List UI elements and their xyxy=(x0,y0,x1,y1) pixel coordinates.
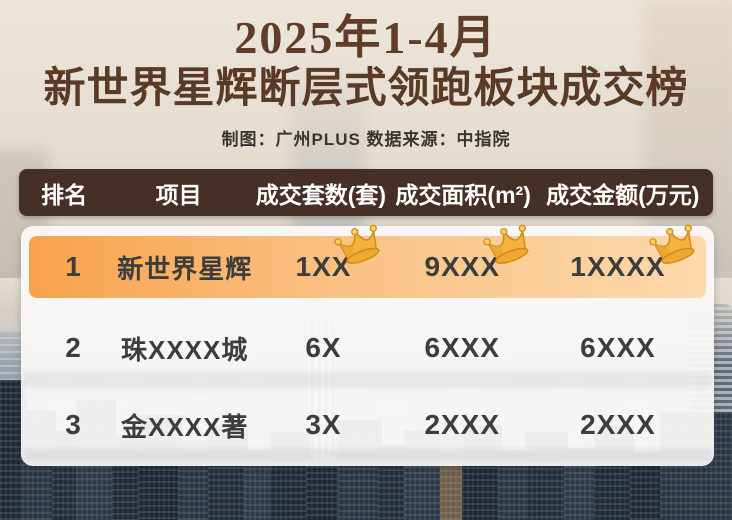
title-block: 2025年1-4月 新世界星辉断层式领跑板块成交榜 制图：广州PLUS 数据来源… xyxy=(0,12,732,150)
table-row-rank1: 1 新世界星辉 1XX 9XXX xyxy=(29,224,706,298)
table-row-rank2: 2 珠XXXX城 6X 6XXX 6XXX xyxy=(29,317,706,379)
area-cell: 2XXX xyxy=(424,409,501,440)
page-title-line2: 新世界星辉断层式领跑板块成交榜 xyxy=(43,66,689,112)
project-cell: 金XXXX著 xyxy=(121,411,249,442)
header-amount: 成交金额(万元) xyxy=(546,181,700,208)
amount-cell: 2XXX xyxy=(580,409,656,440)
table-panel: 1 新世界星辉 1XX 9XXX xyxy=(21,224,714,466)
credit-line: 制图：广州PLUS 数据来源：中指院 xyxy=(221,130,511,149)
rank-cell: 1 xyxy=(65,251,81,282)
amount-cell: 6XXX xyxy=(580,332,656,363)
panel-translucent-band xyxy=(23,372,712,388)
rank-cell: 3 xyxy=(65,409,81,440)
header-project: 项目 xyxy=(155,181,202,208)
header-units: 成交套数(套) xyxy=(255,181,387,208)
area-cell: 9XXX xyxy=(395,224,530,283)
units-value: 1XX xyxy=(295,251,352,282)
units-cell: 3X xyxy=(305,409,342,440)
table-header-bar: 排名 项目 成交套数(套) 成交面积(m²) 成交金额(万元) xyxy=(19,169,713,216)
amount-cell: 1XXXX xyxy=(530,224,706,283)
page-title-line1: 2025年1-4月 xyxy=(234,12,498,63)
area-value: 9XXX xyxy=(424,251,501,282)
area-cell: 6XXX xyxy=(424,332,501,363)
project-cell: 珠XXXX城 xyxy=(121,334,249,365)
units-cell: 1XX xyxy=(252,224,394,283)
header-rank: 排名 xyxy=(41,181,88,208)
panel-translucent-band xyxy=(23,449,712,461)
building-silhouette xyxy=(306,460,342,520)
project-cell: 新世界星辉 xyxy=(117,253,253,284)
table-row-rank3: 3 金XXXX著 3X 2XXX 2XXX xyxy=(29,394,706,456)
units-cell: 6X xyxy=(305,332,342,363)
rank-cell: 2 xyxy=(65,332,81,363)
amount-value: 1XXXX xyxy=(570,251,666,282)
header-area: 成交面积(m²) xyxy=(395,181,531,208)
